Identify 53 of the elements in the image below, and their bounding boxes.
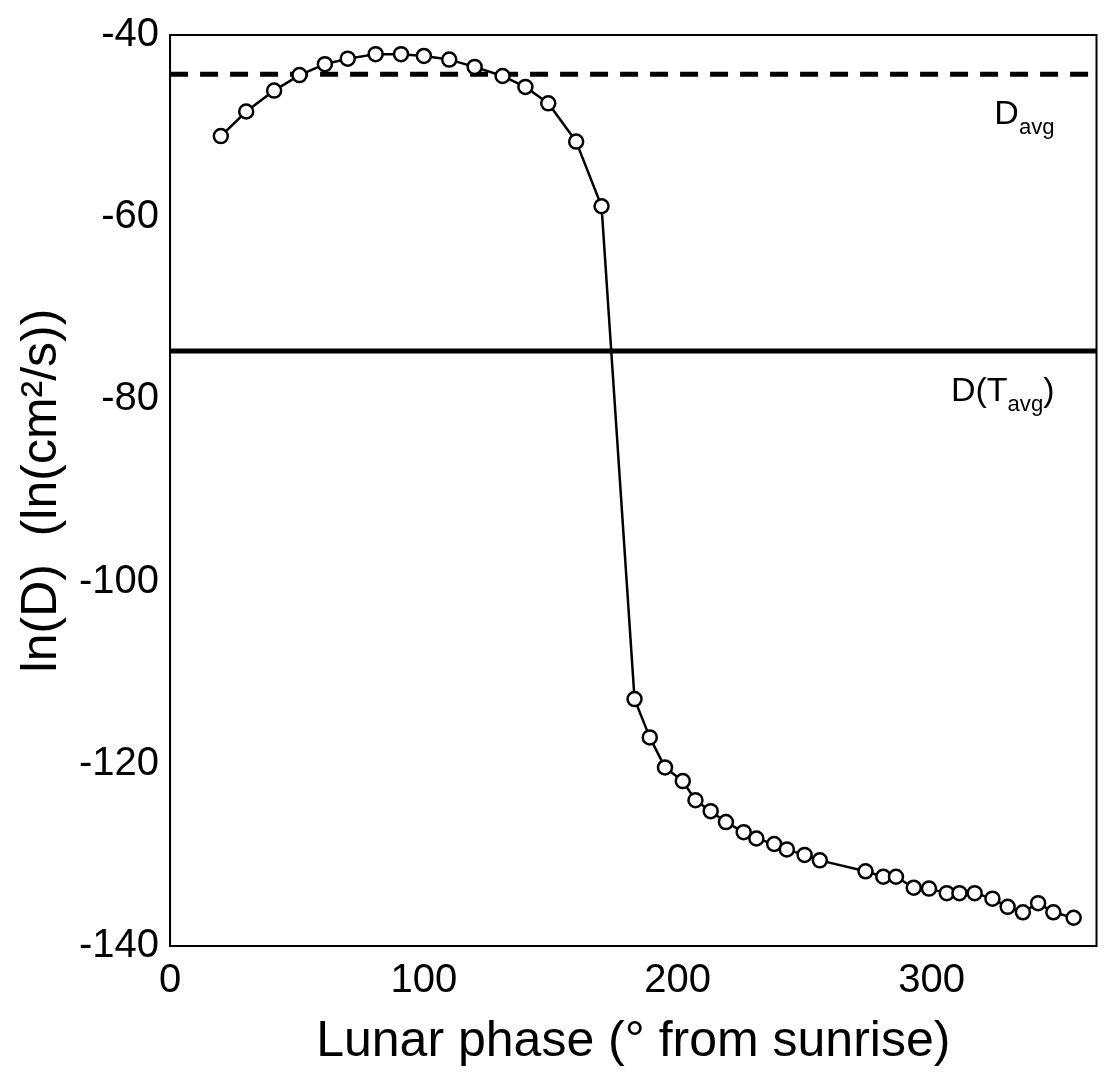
x-tick-label: 300 — [898, 956, 965, 1001]
point — [687, 791, 704, 809]
point — [1029, 894, 1047, 912]
y-tick-label: -60 — [101, 192, 160, 237]
point — [887, 868, 905, 886]
point — [796, 846, 813, 864]
point — [540, 95, 557, 112]
y-tick-label: -40 — [101, 10, 160, 55]
y-tick-label: -140 — [79, 921, 160, 966]
point — [951, 884, 968, 902]
point — [593, 198, 610, 215]
point — [466, 58, 483, 76]
point — [237, 103, 255, 120]
x-axis-title: Lunar phase (° from sunrise) — [316, 1010, 951, 1067]
x-tick-label: 100 — [390, 956, 458, 1001]
point — [415, 47, 433, 65]
point — [702, 802, 719, 820]
point — [674, 772, 692, 790]
point — [984, 890, 1001, 907]
point — [641, 729, 659, 746]
y-tick-label: -100 — [79, 556, 160, 601]
point — [656, 759, 674, 776]
point — [1065, 909, 1082, 927]
point — [1045, 904, 1062, 921]
y-tick-label: -80 — [101, 374, 160, 419]
point — [1014, 904, 1032, 921]
point — [920, 880, 938, 897]
point — [392, 45, 410, 63]
point — [291, 66, 308, 84]
point — [567, 133, 585, 150]
point — [316, 55, 334, 73]
point — [367, 45, 384, 63]
point — [735, 823, 752, 841]
point — [517, 78, 534, 96]
point — [857, 863, 874, 880]
point — [811, 852, 829, 869]
x-tick-label: 0 — [158, 956, 182, 1001]
point — [999, 898, 1016, 916]
point — [494, 67, 511, 85]
y-tick-label: -120 — [79, 738, 160, 783]
y-axis-title: ln(D) (ln(cm²/s)) — [10, 308, 67, 673]
point — [765, 835, 783, 853]
point — [441, 51, 458, 68]
point — [626, 690, 643, 708]
point — [778, 841, 796, 858]
x-tick-label: 200 — [644, 956, 712, 1001]
point — [966, 884, 983, 902]
point — [265, 82, 283, 99]
point — [339, 50, 356, 67]
point — [717, 813, 735, 831]
point — [212, 127, 230, 145]
point — [905, 879, 922, 896]
point — [748, 830, 765, 847]
